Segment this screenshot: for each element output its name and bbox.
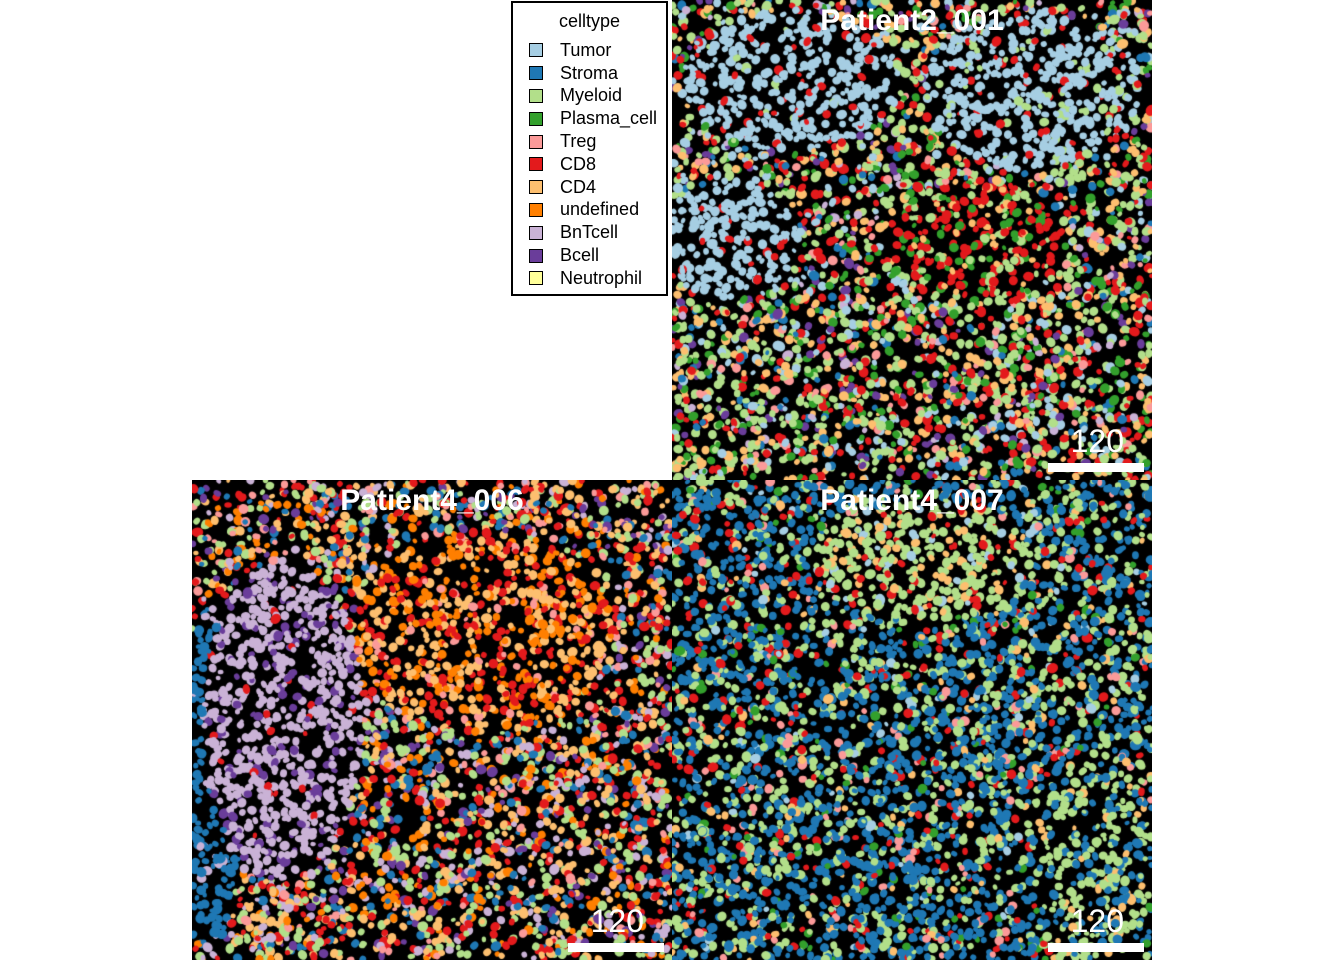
legend-item: CD4	[529, 176, 657, 199]
legend-label: Myeloid	[560, 85, 623, 106]
legend-label: Bcell	[560, 245, 600, 266]
legend-label: Tumor	[560, 39, 612, 60]
image-panel-patient2-001: Patient2_001 120	[672, 0, 1152, 480]
legend-swatch	[529, 225, 543, 240]
scale-bar	[568, 943, 664, 952]
scale-bar	[1048, 463, 1144, 472]
legend-label: Neutrophil	[560, 267, 643, 288]
legend-item: CD8	[529, 153, 657, 176]
legend-label: Stroma	[560, 62, 619, 83]
legend-label: BnTcell	[560, 222, 619, 243]
image-panel-patient4-007: Patient4_007 120	[672, 480, 1152, 960]
legend-item: Treg	[529, 130, 657, 153]
legend-swatch	[529, 43, 543, 58]
legend-swatch	[529, 134, 543, 149]
legend-item: BnTcell	[529, 221, 657, 244]
cell-mask-image	[672, 0, 1152, 480]
legend-swatch	[529, 248, 543, 263]
legend-swatch	[529, 157, 543, 172]
scale-bar-label: 120	[1070, 903, 1124, 939]
legend-item: Plasma_cell	[529, 107, 657, 130]
scale-bar-label: 120	[590, 903, 644, 939]
panel-title: Patient4_007	[820, 484, 1004, 517]
legend-item: Stroma	[529, 62, 657, 85]
legend-item: Neutrophil	[529, 267, 657, 290]
legend-item: Myeloid	[529, 85, 657, 108]
legend-swatch	[529, 88, 543, 103]
scale-bar-label: 120	[1070, 423, 1124, 459]
legend-item: Tumor	[529, 39, 657, 62]
legend-swatch	[529, 180, 543, 195]
cell-mask-image	[192, 480, 672, 960]
celltype-legend: celltype Tumor Stroma Myeloid Plasma_cell Tr…	[511, 1, 668, 296]
legend-label: Plasma_cell	[560, 108, 658, 129]
legend-item: Bcell	[529, 244, 657, 267]
cell-mask-image	[672, 480, 1152, 960]
legend-label: CD4	[560, 176, 597, 197]
legend-label: Treg	[560, 131, 597, 152]
legend-label: undefined	[560, 199, 640, 220]
panel-title: Patient4_006	[340, 484, 524, 517]
image-panel-patient4-006: Patient4_006 120	[192, 480, 672, 960]
scale-bar	[1048, 943, 1144, 952]
legend-items: Tumor Stroma Myeloid Plasma_cell Treg CD8 CD4 u…	[529, 39, 657, 290]
legend-swatch	[529, 202, 543, 217]
legend-swatch	[529, 66, 543, 81]
legend-label: CD8	[560, 153, 597, 174]
legend-item: undefined	[529, 199, 657, 222]
legend-swatch	[529, 271, 543, 286]
legend-title: celltype	[558, 11, 621, 31]
panel-title: Patient2_001	[820, 4, 1004, 37]
legend-swatch	[529, 111, 543, 126]
